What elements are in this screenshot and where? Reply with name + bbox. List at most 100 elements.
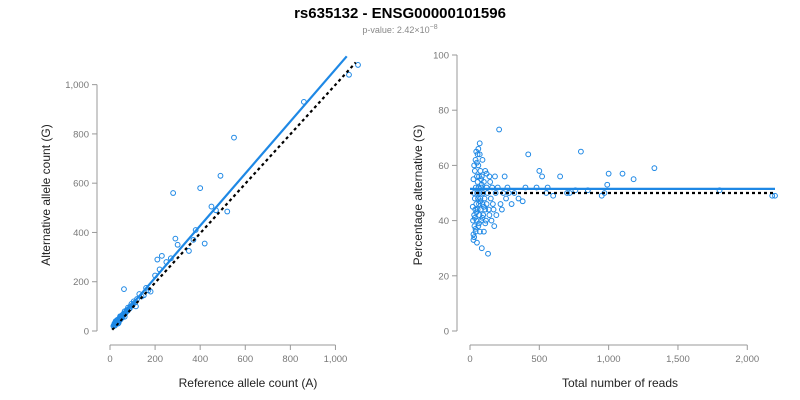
right-data-point bbox=[557, 173, 564, 180]
chart-subtitle: p-value: 2.42×10−8 bbox=[362, 24, 437, 35]
right-data-point bbox=[471, 168, 478, 174]
right-data-point bbox=[482, 206, 489, 213]
left-data-point bbox=[224, 208, 231, 215]
right-data-point bbox=[480, 203, 487, 210]
right-data-point bbox=[481, 195, 488, 202]
right-data-point bbox=[475, 145, 482, 152]
right-data-point bbox=[492, 190, 499, 196]
right-data-point bbox=[515, 195, 522, 202]
left-y-tick-label: 800 bbox=[73, 129, 89, 140]
right-y-tick-label: 40 bbox=[438, 216, 449, 227]
left-x-tick-label: 200 bbox=[147, 354, 163, 365]
right-data-point bbox=[476, 151, 483, 158]
right-y-tick-label: 100 bbox=[433, 51, 449, 62]
left-y-axis-label: Alternative allele count (G) bbox=[39, 124, 53, 265]
right-data-point bbox=[479, 214, 486, 221]
right-x-tick-label: 0 bbox=[467, 354, 472, 365]
right-x-axis-label: Total number of reads bbox=[562, 376, 678, 390]
left-data-point bbox=[158, 252, 165, 259]
right-data-point bbox=[485, 250, 491, 257]
right-data-point bbox=[497, 201, 504, 207]
right-data-point bbox=[476, 220, 482, 227]
right-data-point bbox=[486, 173, 493, 180]
right-x-tick-label: 2,000 bbox=[735, 354, 759, 365]
subtitle-exponent: −8 bbox=[430, 24, 438, 31]
right-data-point bbox=[485, 206, 492, 213]
right-data-point bbox=[651, 165, 658, 172]
right-data-point bbox=[492, 173, 498, 180]
right-data-point bbox=[525, 151, 532, 158]
right-data-point bbox=[539, 173, 545, 180]
right-data-point bbox=[478, 176, 484, 183]
left-y-tick-label: 1,000 bbox=[65, 80, 89, 91]
left-data-point bbox=[174, 241, 181, 248]
right-data-point bbox=[772, 192, 778, 199]
right-data-point bbox=[496, 126, 503, 133]
right-data-point bbox=[482, 220, 489, 227]
right-data-point bbox=[564, 190, 570, 196]
right-data-point bbox=[472, 156, 479, 163]
right-y-axis-label: Percentage alternative (G) bbox=[411, 125, 425, 266]
left-data-point bbox=[190, 236, 197, 243]
right-x-tick-label: 1,000 bbox=[597, 354, 621, 365]
right-data-point bbox=[473, 209, 480, 216]
left-x-tick-label: 600 bbox=[237, 354, 253, 365]
right-y-tick-label: 60 bbox=[438, 161, 449, 172]
left-fit-line bbox=[111, 55, 348, 329]
left-x-tick-label: 400 bbox=[192, 354, 208, 365]
left-data-point bbox=[170, 190, 177, 196]
right-data-point bbox=[471, 195, 478, 202]
left-x-tick-label: 800 bbox=[282, 354, 298, 365]
right-data-point bbox=[491, 223, 498, 230]
left-data-point bbox=[346, 71, 352, 78]
right-data-point bbox=[473, 201, 480, 207]
right-data-point bbox=[474, 179, 481, 185]
right-data-point bbox=[519, 198, 526, 205]
right-data-point bbox=[501, 173, 508, 180]
right-data-point bbox=[478, 173, 485, 180]
subtitle-prefix: p-value: 2.42×10 bbox=[362, 25, 429, 35]
right-data-point bbox=[480, 212, 487, 218]
right-data-point bbox=[477, 195, 484, 202]
right-y-tick-label: 0 bbox=[444, 327, 449, 338]
left-reference-line bbox=[111, 61, 357, 331]
right-data-point bbox=[474, 206, 481, 213]
left-y-tick-label: 200 bbox=[73, 277, 89, 288]
left-y-tick-label: 400 bbox=[73, 228, 89, 239]
right-data-point bbox=[474, 239, 480, 246]
right-data-point bbox=[478, 181, 485, 188]
right-data-point bbox=[470, 176, 477, 183]
right-data-point bbox=[483, 217, 489, 224]
left-x-tick-label: 0 bbox=[107, 354, 112, 365]
right-x-tick-label: 1,500 bbox=[666, 354, 690, 365]
left-data-point bbox=[355, 62, 361, 68]
right-data-point bbox=[482, 168, 489, 174]
left-data-point bbox=[186, 248, 192, 254]
right-data-point bbox=[476, 140, 483, 147]
right-data-point bbox=[604, 181, 611, 188]
left-data-point bbox=[231, 134, 237, 141]
right-data-point bbox=[493, 212, 500, 218]
right-data-point bbox=[479, 156, 486, 163]
right-data-point bbox=[480, 228, 487, 235]
right-data-point bbox=[475, 162, 482, 169]
right-data-point bbox=[471, 214, 478, 221]
right-data-point bbox=[476, 201, 482, 207]
right-data-point bbox=[471, 234, 478, 241]
left-x-axis-label: Reference allele count (A) bbox=[179, 376, 318, 390]
right-data-point bbox=[630, 176, 637, 183]
right-data-point bbox=[477, 198, 484, 205]
right-data-point bbox=[490, 206, 497, 213]
left-data-point bbox=[201, 240, 208, 247]
right-data-point bbox=[472, 206, 479, 213]
right-data-point bbox=[487, 195, 494, 202]
right-y-tick-label: 20 bbox=[438, 271, 449, 282]
right-data-point bbox=[486, 212, 493, 218]
left-panel: Reference allele count (A) Alternative a… bbox=[39, 55, 361, 390]
right-data-point bbox=[477, 168, 484, 174]
chart-title: rs635132 - ENSG00000101596 bbox=[294, 5, 506, 22]
right-data-point bbox=[578, 148, 584, 155]
right-data-point bbox=[470, 237, 477, 243]
right-data-point bbox=[536, 168, 543, 174]
